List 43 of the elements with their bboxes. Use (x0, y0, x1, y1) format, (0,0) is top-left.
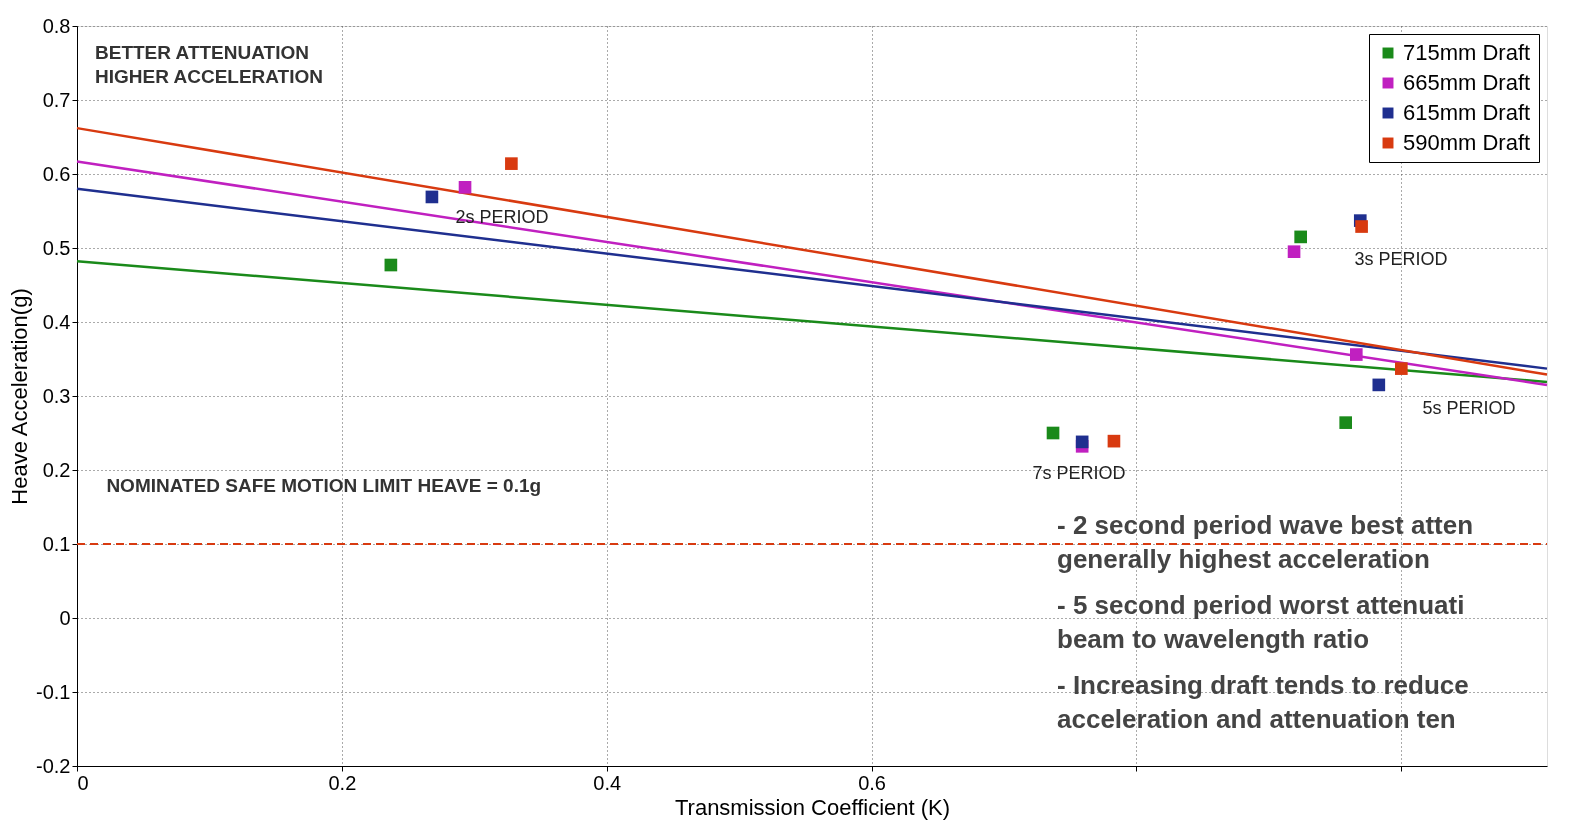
point (384, 258, 398, 272)
annotation: 7s PERIOD (1032, 463, 1126, 483)
y-tick-label: 0.5 (42, 236, 71, 259)
y-tick-label: 0.6 (42, 162, 71, 185)
legend-label: 665mm Draft (1403, 70, 1531, 95)
annotation: - Increasing draft tends to reduce acceleration and attenuation ten (1057, 670, 1469, 734)
legend-label: 715mm Draft (1403, 40, 1531, 65)
point (425, 190, 439, 204)
point (1075, 435, 1089, 449)
y-tick-label: 0.2 (42, 458, 71, 481)
x-tick-label: 0.4 (593, 771, 622, 794)
point (505, 157, 518, 170)
point (458, 181, 472, 194)
point (1107, 434, 1121, 448)
point (1339, 416, 1353, 429)
legend-label: 590mm Draft (1403, 130, 1531, 155)
x-tick-label: 0.6 (858, 771, 886, 794)
annotation: - 2 second period wave best atten generally highest acceleration (1057, 510, 1474, 574)
annotation: - 5 second period worst attenuati beam to wavelength ratio (1057, 590, 1465, 654)
x-tick-label: 0 (77, 771, 89, 794)
point (1355, 220, 1368, 233)
point (1294, 230, 1307, 244)
y-tick-label: 0.1 (42, 532, 71, 555)
annotation: 5s PERIOD (1422, 398, 1516, 418)
point (1287, 245, 1301, 259)
y-tick-label: 0 (59, 606, 71, 629)
annotation: 3s PERIOD (1354, 249, 1448, 269)
ref-line-label: NOMINATED SAFE MOTION LIMIT HEAVE = 0.1g (106, 475, 542, 496)
point (1395, 362, 1408, 375)
y-tick-label: 0.4 (42, 310, 71, 333)
y-tick-label: 0.7 (42, 88, 71, 111)
y-axis-title: Heave Acceleration(g) (7, 288, 33, 505)
point (1349, 348, 1363, 361)
point (1046, 426, 1060, 440)
legend-label: 615mm Draft (1403, 100, 1531, 125)
y-tick-label: -0.1 (36, 680, 71, 703)
x-tick-label: 0.2 (328, 771, 357, 794)
y-tick-label: 0.3 (42, 384, 71, 407)
annotation: BETTER ATTENUATION HIGHER ACCELERATION (95, 42, 323, 87)
y-tick-label: 0.8 (42, 14, 71, 37)
x-axis-title: Transmission Coefficient (K) (674, 794, 951, 820)
point (1372, 378, 1386, 392)
y-tick-label: -0.2 (36, 754, 71, 777)
